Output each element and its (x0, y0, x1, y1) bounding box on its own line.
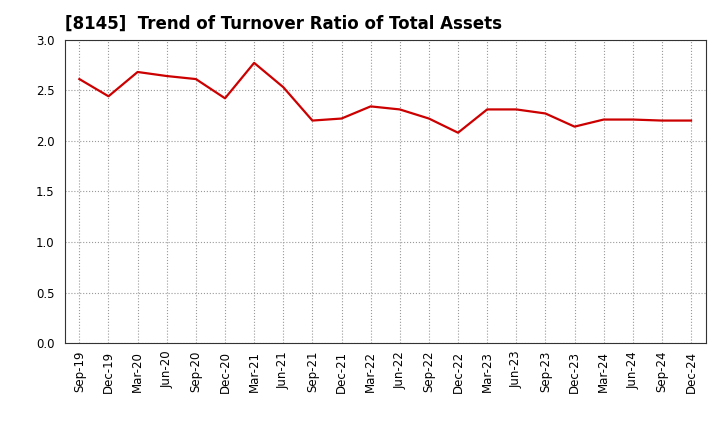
Text: [8145]  Trend of Turnover Ratio of Total Assets: [8145] Trend of Turnover Ratio of Total … (65, 15, 502, 33)
